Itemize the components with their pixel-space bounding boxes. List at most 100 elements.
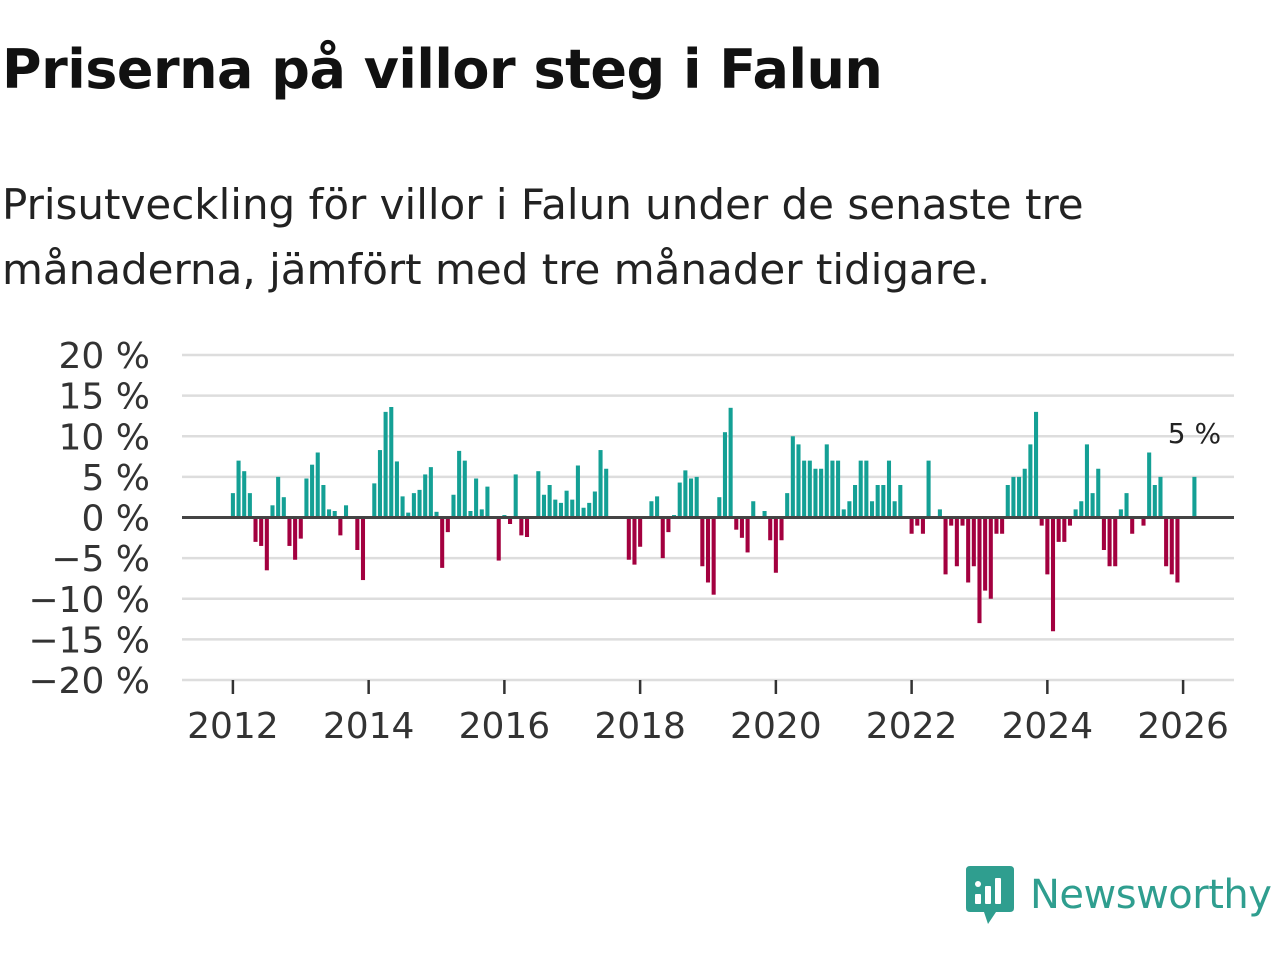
bar [717,497,722,518]
bar [626,517,631,560]
bar [434,511,439,518]
bar [1028,444,1033,518]
x-tick-label: 2026 [1137,706,1229,747]
bar [1175,517,1180,583]
bar [1130,517,1135,534]
bar [1096,468,1101,518]
bar [598,450,603,518]
bar [943,517,948,575]
bar [259,517,264,546]
bar [558,502,563,518]
bar [751,501,756,518]
bar [281,497,286,518]
bar [298,517,303,539]
bar [355,517,360,550]
bar [592,491,597,518]
bar [321,485,326,518]
bar [1011,476,1016,518]
bar [994,517,999,534]
x-tick-label: 2020 [730,706,822,747]
newsworthy-brand: Newsworthy [964,862,1272,928]
bar [428,467,433,518]
bar [886,460,892,518]
bar [411,493,416,518]
bar [394,461,399,518]
bar [1124,493,1129,518]
bar [785,493,790,518]
y-tick-label: −5 % [51,539,150,580]
bar [406,512,411,518]
bar [360,517,366,581]
bar [1045,517,1050,575]
bar [700,517,705,567]
bar [858,460,863,518]
bar [457,450,462,518]
bar [841,509,846,518]
bar [802,460,807,518]
bar [1062,517,1067,542]
bar [1101,517,1106,550]
bar [553,499,558,518]
bar [253,517,258,542]
bar [327,509,332,518]
newsworthy-logo-icon [966,866,1014,924]
bar [937,509,942,518]
bar [1169,517,1174,575]
y-tick-label: −15 % [28,620,150,661]
x-axis-ticks: 2012 2014 2016 2018 2020 2022 2024 2026 [187,680,1229,747]
bar-chart: 20 %15 %10 %5 %0 %−5 %−10 %−15 %−20 % 20… [28,336,1234,747]
bar [1164,517,1169,567]
bar [513,474,518,518]
y-axis-ticks: 20 %15 %10 %5 %0 %−5 %−10 %−15 %−20 % [28,336,150,702]
bar [988,517,993,599]
bar [768,517,773,541]
bar [276,476,281,518]
bar [462,460,467,518]
bar [638,517,643,547]
x-tick-label: 2016 [459,706,551,747]
bar [779,517,784,541]
bar [977,517,982,624]
bar [734,517,739,530]
bar [807,460,812,518]
bar [711,517,716,595]
x-tick-label: 2024 [1002,706,1094,747]
bar [773,517,778,573]
y-tick-label: 5 % [81,458,150,499]
bar [417,489,422,518]
bar [536,471,541,518]
bar [242,471,247,518]
bar [264,517,269,571]
y-tick-label: −20 % [28,661,150,702]
bar [1107,517,1112,567]
bar [383,411,388,518]
bar [1113,517,1118,567]
bar [1141,517,1146,526]
bar [1022,468,1027,518]
bar [824,444,829,518]
bar [564,490,569,518]
y-tick-label: 0 % [81,499,150,540]
bar [445,517,450,533]
bar [960,517,965,526]
bar [971,517,976,567]
bar [739,517,744,538]
bar [1147,452,1152,518]
bar [898,485,903,518]
bar [474,478,479,518]
bar [949,517,954,526]
bar [677,482,682,518]
y-tick-label: −10 % [28,580,150,621]
brand-name: Newsworthy [1030,872,1272,918]
bar [666,517,671,533]
bar [920,517,925,534]
bar [1158,476,1163,518]
bar [762,511,767,518]
y-tick-label: 15 % [59,377,150,418]
bar [954,517,959,567]
bar [728,407,733,518]
bar [332,511,337,518]
bar [830,460,835,518]
bar [1017,476,1022,518]
x-tick-label: 2018 [594,706,686,747]
